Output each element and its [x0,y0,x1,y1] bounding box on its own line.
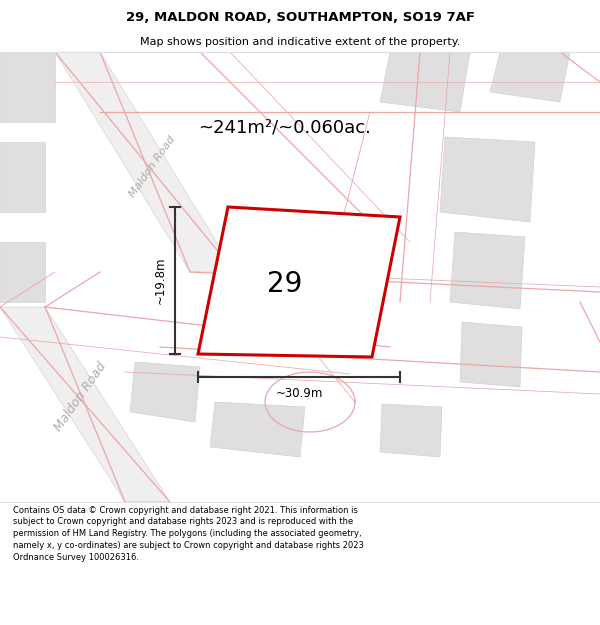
Polygon shape [0,307,170,502]
Polygon shape [450,232,525,309]
Text: ~19.8m: ~19.8m [154,257,167,304]
Polygon shape [380,404,442,457]
Polygon shape [130,362,200,422]
Text: 29, MALDON ROAD, SOUTHAMPTON, SO19 7AF: 29, MALDON ROAD, SOUTHAMPTON, SO19 7AF [125,11,475,24]
Polygon shape [198,207,400,357]
Text: Maldon Road: Maldon Road [127,134,177,199]
Polygon shape [380,52,470,112]
Text: ~241m²/~0.060ac.: ~241m²/~0.060ac. [199,118,371,136]
Polygon shape [460,322,522,387]
Text: Contains OS data © Crown copyright and database right 2021. This information is
: Contains OS data © Crown copyright and d… [13,506,364,562]
Text: Map shows position and indicative extent of the property.: Map shows position and indicative extent… [140,38,460,48]
Polygon shape [0,52,55,122]
Text: 29: 29 [267,270,302,298]
Polygon shape [210,402,305,457]
Polygon shape [490,52,570,102]
Text: ~30.9m: ~30.9m [275,387,323,400]
Polygon shape [55,52,235,272]
Polygon shape [440,137,535,222]
Text: Maldon Road: Maldon Road [52,360,109,434]
Polygon shape [0,142,45,212]
Polygon shape [0,242,45,302]
